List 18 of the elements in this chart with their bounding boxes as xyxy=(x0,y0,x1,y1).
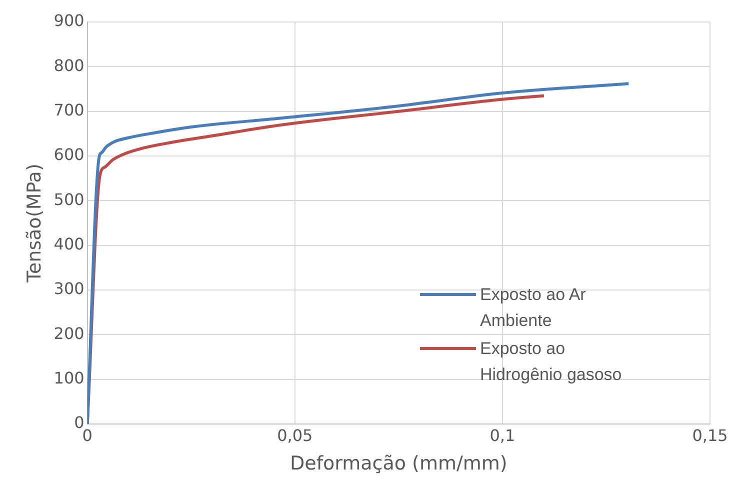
y-tick-label: 500 xyxy=(54,190,84,209)
x-tick-label: 0,15 xyxy=(692,426,728,445)
y-tick-label: 400 xyxy=(54,234,84,254)
legend-label: Exposto ao Hidrogênio gasoso xyxy=(480,338,623,386)
y-tick-label: 900 xyxy=(54,11,84,30)
legend-label: Exposto ao Ar Ambiente xyxy=(480,284,587,332)
x-tick-label: 0,1 xyxy=(490,426,516,445)
line-series xyxy=(87,82,630,424)
y-axis-title: Tensão(MPa) xyxy=(23,164,46,284)
x-axis-title: Deformação (mm/mm) xyxy=(290,452,508,475)
y-tick-label: 100 xyxy=(54,368,84,388)
y-tick-label: 700 xyxy=(54,100,84,120)
y-tick-label: 800 xyxy=(54,56,84,75)
x-tick-label: 0,05 xyxy=(277,426,313,445)
y-tick-label: 200 xyxy=(54,324,84,343)
y-tick-label: 300 xyxy=(54,279,84,298)
y-tick-label: 600 xyxy=(54,145,84,164)
y-tick-label: 0 xyxy=(74,413,84,432)
